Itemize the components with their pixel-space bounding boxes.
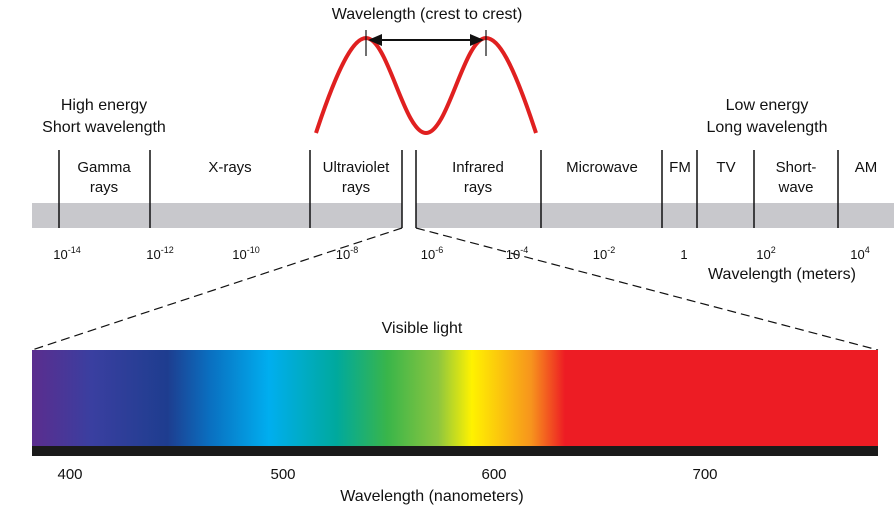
band-labels: Gamma rays X-rays Ultraviolet rays Infrared ra… [77,159,877,196]
band-label-shortwave: Short- [776,159,817,176]
visible-spectrum-bar [32,350,878,446]
band-label-infrared: Infrared [452,159,504,176]
meter-tick-label: 10-6 [421,245,443,262]
nanometer-axis-bar [32,446,878,456]
meter-tick-label: 10-4 [506,245,528,262]
right-energy-note: Low energy Long wavelength [707,97,828,136]
svg-text:Short wavelength: Short wavelength [42,119,166,136]
arrow-head-left-icon [368,34,382,46]
light-wave-curve [314,35,538,136]
band-label-ultraviolet: Ultraviolet [323,159,391,176]
meter-axis-label: Wavelength (meters) [708,266,856,283]
wavelength-crest-label: Wavelength (crest to crest) [332,6,523,23]
visible-light-label: Visible light [382,320,463,337]
meter-tick-label: 104 [850,245,869,262]
meter-tick-label: 10-14 [53,245,80,262]
band-bar-left [32,203,402,228]
nm-tick-label: 400 [57,466,82,483]
meter-tick-label: 102 [756,245,775,262]
band-label-ultraviolet: rays [342,179,370,196]
band-label-xrays: X-rays [208,159,251,176]
nanometer-axis-label: Wavelength (nanometers) [340,488,524,505]
meter-tick-labels: 10-14 10-12 10-10 10-8 10-6 10-4 10-2 1 102 104 [53,245,869,262]
nm-tick-label: 600 [481,466,506,483]
band-label-gamma: rays [90,179,118,196]
band-label-microwave: Microwave [566,159,638,176]
arrow-head-right-icon [470,34,484,46]
band-label-tv: TV [716,159,735,176]
nm-tick-label: 700 [692,466,717,483]
svg-text:High energy: High energy [61,97,147,114]
band-label-gamma: Gamma [77,159,131,176]
svg-text:Low energy: Low energy [726,97,809,114]
zoom-dashed-line-left [31,227,403,351]
band-label-infrared: rays [464,179,492,196]
nm-tick-label: 500 [270,466,295,483]
meter-tick-label: 10-2 [593,245,615,262]
meter-tick-label: 1 [680,247,687,262]
svg-text:Long wavelength: Long wavelength [707,119,828,136]
nanometer-tick-labels: 400 500 600 700 [57,466,717,483]
meter-tick-label: 10-12 [146,245,173,262]
band-dividers [58,150,839,228]
left-energy-note: High energy Short wavelength [42,97,166,136]
band-label-shortwave: wave [777,179,813,196]
zoom-dashed-line-right [415,227,879,351]
band-bar-right [416,203,894,228]
band-label-fm: FM [669,159,691,176]
band-label-am: AM [855,159,878,176]
meter-tick-label: 10-10 [232,245,259,262]
meter-tick-label: 10-8 [336,245,358,262]
